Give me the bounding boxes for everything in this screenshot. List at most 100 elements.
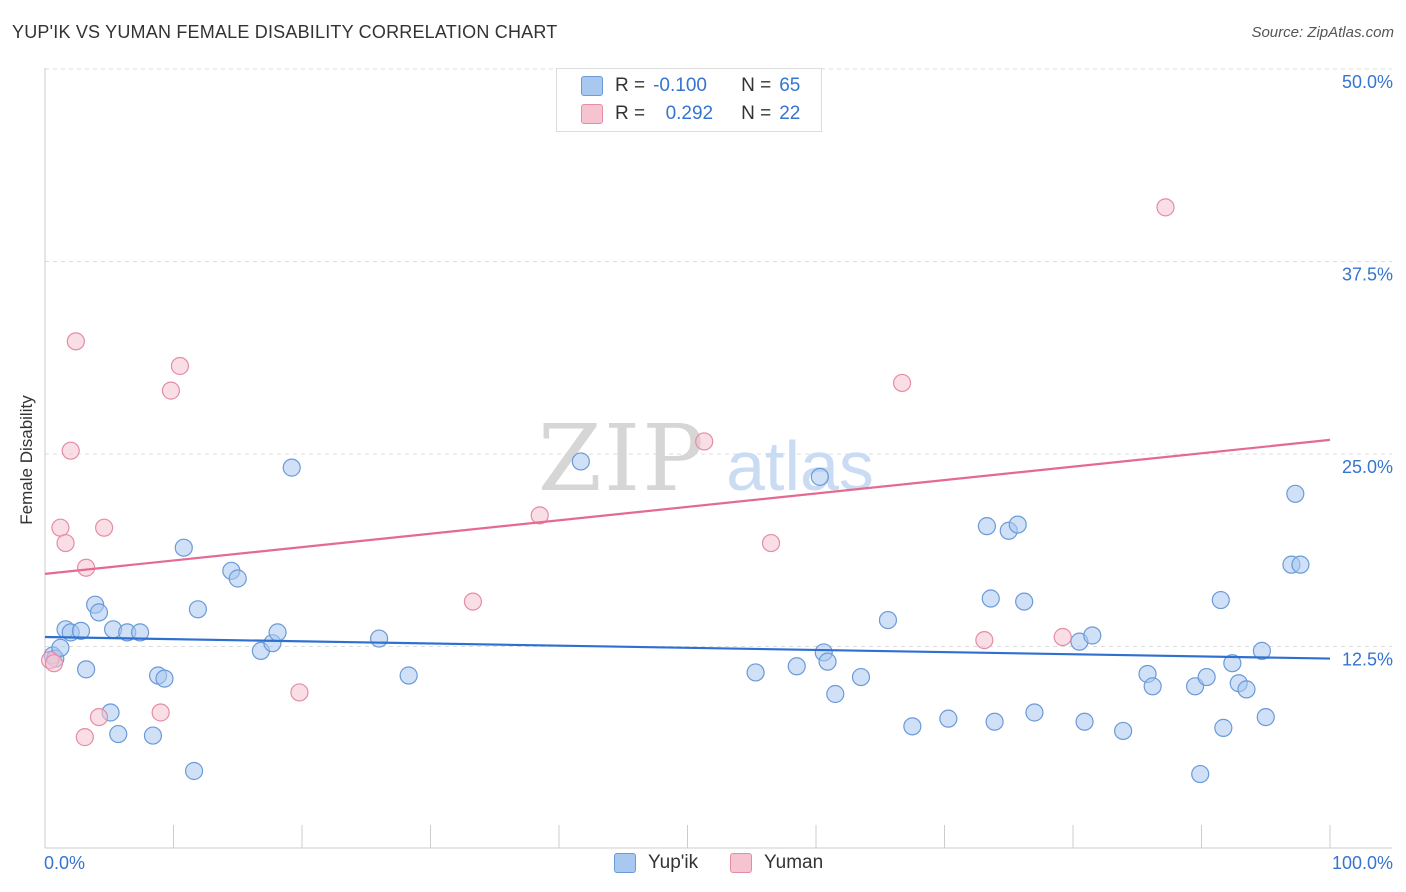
- series-swatch-yuman: [730, 853, 752, 873]
- yuman-point: [77, 558, 96, 577]
- data-points: [41, 198, 1310, 784]
- legend-r-label: R =: [615, 103, 646, 124]
- yuman-point: [95, 518, 114, 537]
- yupik-point: [939, 709, 958, 728]
- tick-labels: 12.5% 25.0% 37.5% 50.0% 0.0% 100.0%: [44, 72, 1393, 873]
- axes: [44, 68, 1392, 849]
- yuman-point: [56, 533, 75, 553]
- yupik-point: [1191, 764, 1210, 784]
- yupik-point: [1214, 718, 1233, 737]
- legend-swatch-yuman: [581, 104, 603, 124]
- y-tick-label: 37.5%: [1342, 265, 1393, 285]
- yuman-point: [463, 592, 483, 611]
- yupik-point: [71, 621, 91, 640]
- legend-n-label: N =: [741, 75, 772, 96]
- yuman-point: [161, 381, 181, 400]
- yupik-point: [1008, 515, 1027, 534]
- yuman-point: [530, 506, 549, 525]
- yupik-point: [155, 669, 174, 688]
- chart-title: YUP'IK VS YUMAN FEMALE DISABILITY CORREL…: [12, 22, 558, 42]
- yupik-point: [878, 610, 898, 630]
- yupik-point: [571, 452, 590, 471]
- yupik-point: [1114, 721, 1133, 741]
- series-label-yuman: Yuman: [764, 852, 824, 873]
- x-tick-label: 100.0%: [1332, 853, 1393, 873]
- trend-lines: [44, 438, 1331, 660]
- yupik-point: [977, 517, 997, 536]
- watermark: ZIP atlas: [538, 405, 874, 512]
- yupik-point: [787, 657, 806, 676]
- yupik-point: [818, 652, 837, 671]
- yupik-point: [826, 684, 845, 704]
- series-legend-yuman: Yuman: [730, 852, 823, 874]
- yuman-point: [51, 518, 70, 537]
- yupik-point: [746, 663, 765, 682]
- series-legend: Yup'ik Yuman: [0, 852, 1406, 876]
- yupik-point: [810, 467, 829, 486]
- yupik-point: [174, 538, 193, 557]
- yupik-point: [1237, 680, 1256, 699]
- y-tick-label: 25.0%: [1342, 457, 1393, 477]
- legend-swatch-yupik: [581, 76, 603, 96]
- yuman-point: [975, 630, 994, 650]
- yupik-point: [985, 712, 1004, 731]
- legend-r-label: R =: [615, 75, 646, 96]
- yupik-point: [1025, 703, 1044, 722]
- yupik-point: [109, 724, 128, 744]
- yupik-point: [1291, 555, 1310, 574]
- yuman-point: [892, 373, 912, 393]
- yupik-point: [51, 638, 70, 657]
- grid-lines: [45, 68, 1392, 647]
- yuman-point: [44, 654, 64, 673]
- yupik-point: [228, 569, 247, 588]
- yupik-point: [188, 600, 208, 619]
- yuman-point: [66, 332, 85, 351]
- yupik-point: [89, 603, 109, 622]
- legend-row-yupik: R = -0.100 N = 65: [581, 74, 800, 98]
- yupik-point: [1223, 654, 1242, 673]
- watermark-zip: ZIP: [538, 405, 706, 512]
- y-tick-label: 12.5%: [1342, 650, 1393, 670]
- series-label-yupik: Yup'ik: [648, 852, 699, 873]
- yupik-point: [130, 623, 150, 642]
- yupik-point: [184, 761, 204, 781]
- correlation-legend: R = -0.100 N = 65 R = 0.292 N = 22: [556, 68, 822, 132]
- yupik-point: [1286, 484, 1305, 503]
- yupik-point: [77, 660, 96, 679]
- yuman-point: [1053, 627, 1072, 647]
- legend-n-value: 65: [779, 75, 801, 96]
- legend-r-value: -0.100: [653, 75, 707, 96]
- watermark-atlas: atlas: [726, 427, 874, 505]
- yupik-point: [143, 726, 163, 745]
- yupik-trend-line: [44, 635, 1331, 660]
- yupik-point: [1075, 712, 1094, 731]
- yuman-trend-line: [44, 438, 1331, 575]
- yupik-point: [1252, 641, 1271, 660]
- yuman-point: [170, 356, 190, 376]
- yuman-point: [89, 707, 109, 727]
- yupik-point: [1211, 590, 1230, 610]
- series-legend-yupik: Yup'ik: [614, 852, 698, 874]
- yupik-point: [851, 667, 871, 687]
- yupik-point: [1015, 592, 1034, 611]
- yupik-point: [370, 629, 389, 648]
- yupik-point: [282, 458, 301, 477]
- yupik-point: [399, 666, 418, 685]
- yuman-point: [75, 728, 94, 747]
- yupik-point: [903, 717, 922, 736]
- yupik-point: [1143, 677, 1162, 696]
- series-swatch-yupik: [614, 853, 636, 873]
- yupik-point: [981, 589, 1000, 608]
- legend-n-value: 22: [779, 103, 801, 124]
- x-tick-label: 0.0%: [44, 853, 85, 873]
- legend-row-yuman: R = 0.292 N = 22: [581, 102, 800, 126]
- legend-r-value: 0.292: [665, 103, 714, 124]
- yuman-point: [695, 432, 714, 451]
- legend-n-label: N =: [741, 103, 772, 124]
- yuman-point: [61, 441, 80, 460]
- yupik-point: [268, 623, 287, 642]
- source-credit: Source: ZipAtlas.com: [1251, 24, 1394, 41]
- yuman-point: [151, 703, 170, 722]
- yupik-point: [1256, 707, 1275, 727]
